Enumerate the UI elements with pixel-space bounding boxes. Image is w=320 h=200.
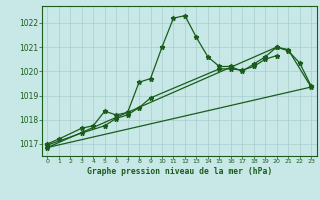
X-axis label: Graphe pression niveau de la mer (hPa): Graphe pression niveau de la mer (hPa) bbox=[87, 167, 272, 176]
